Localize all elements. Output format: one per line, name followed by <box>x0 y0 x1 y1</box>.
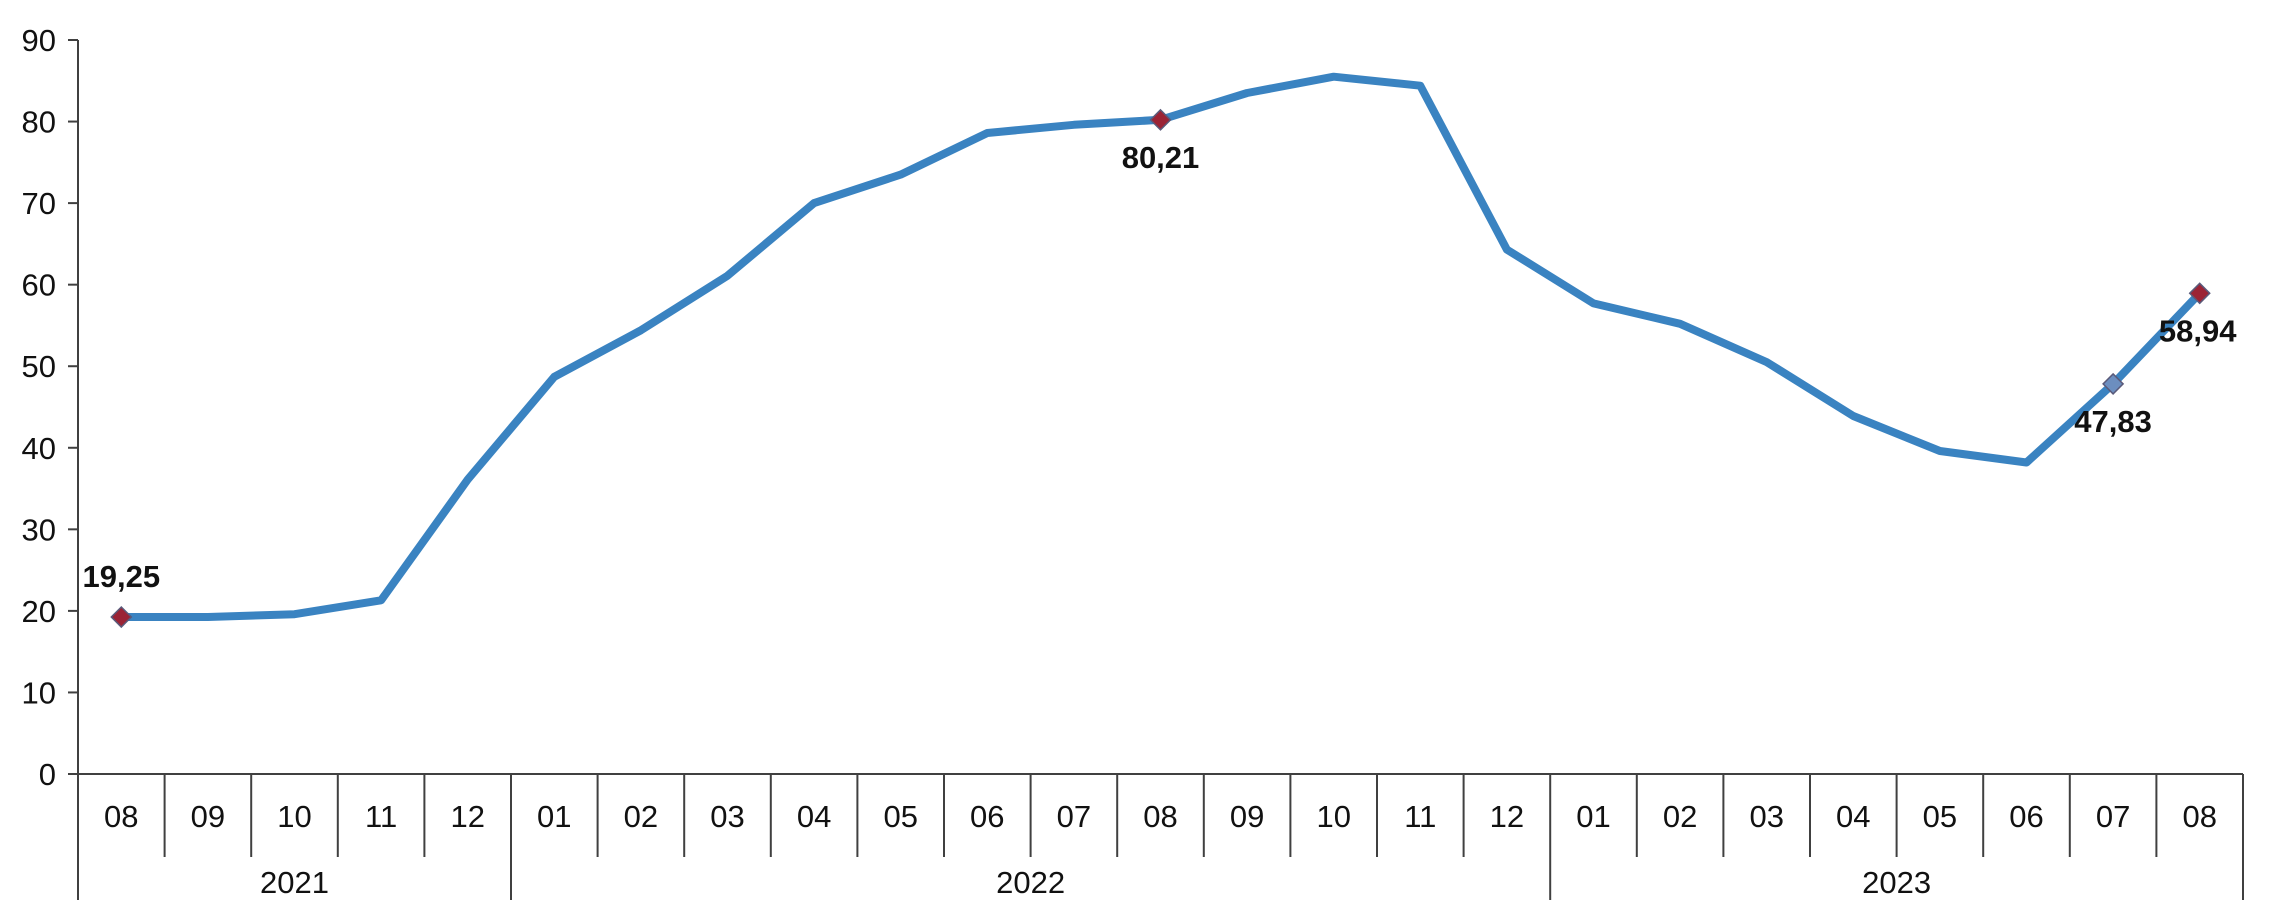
data-point-marker <box>1149 108 1172 131</box>
x-tick-label: 03 <box>1749 799 1783 834</box>
x-tick-label: 02 <box>1663 799 1697 834</box>
year-group-label: 2023 <box>1862 865 1931 900</box>
x-tick-label: 05 <box>883 799 917 834</box>
data-label: 19,25 <box>83 559 161 594</box>
y-tick-label: 90 <box>22 23 56 58</box>
x-tick-label: 10 <box>1316 799 1350 834</box>
x-tick-label: 01 <box>537 799 571 834</box>
y-tick-label: 50 <box>22 349 56 384</box>
x-tick-label: 08 <box>1143 799 1177 834</box>
data-label: 58,94 <box>2159 313 2237 348</box>
data-markers <box>110 108 2211 629</box>
x-tick-label: 01 <box>1576 799 1610 834</box>
x-tick-label: 12 <box>1490 799 1524 834</box>
x-tick-label: 12 <box>450 799 484 834</box>
y-tick-label: 40 <box>22 431 56 466</box>
y-tick-label: 80 <box>22 105 56 140</box>
y-tick-label: 60 <box>22 268 56 303</box>
y-tick-label: 30 <box>22 512 56 547</box>
data-label: 80,21 <box>1122 140 1200 175</box>
data-label: 47,83 <box>2074 404 2152 439</box>
axes-group <box>77 40 2243 775</box>
x-tick-label: 04 <box>1836 799 1870 834</box>
x-tick-label: 09 <box>191 799 225 834</box>
year-group-label: 2022 <box>996 865 1065 900</box>
y-axis-ticks: 0 10 20 30 40 50 60 70 80 90 <box>22 23 78 792</box>
y-tick-label: 70 <box>22 186 56 221</box>
x-tick-label: 11 <box>365 799 397 834</box>
data-point-marker <box>2102 372 2125 395</box>
x-axis-year-groups: 2021 2022 2023 <box>77 857 2244 900</box>
x-tick-label: 07 <box>2096 799 2130 834</box>
x-tick-label: 08 <box>104 799 138 834</box>
y-tick-label: 10 <box>22 675 56 710</box>
x-tick-label: 05 <box>1923 799 1957 834</box>
x-tick-label: 02 <box>624 799 658 834</box>
x-tick-label: 09 <box>1230 799 1264 834</box>
x-tick-label: 07 <box>1057 799 1091 834</box>
x-tick-label: 03 <box>710 799 744 834</box>
year-group-label: 2021 <box>260 865 329 900</box>
data-labels-group: 19,25 80,21 47,83 58,94 <box>83 140 2238 594</box>
y-tick-label: 0 <box>39 757 56 792</box>
data-point-marker <box>2188 282 2211 305</box>
x-tick-label: 06 <box>970 799 1004 834</box>
y-tick-label: 20 <box>22 594 56 629</box>
x-tick-label: 10 <box>277 799 311 834</box>
x-axis-categories: 08 09 10 11 12 01 02 03 04 05 06 07 08 09 10 11 12 01 02 03… <box>77 774 2244 857</box>
x-tick-label: 11 <box>1404 799 1436 834</box>
x-tick-label: 08 <box>2182 799 2216 834</box>
x-tick-label: 04 <box>797 799 831 834</box>
data-point-marker <box>110 605 133 629</box>
x-tick-label: 06 <box>2009 799 2043 834</box>
